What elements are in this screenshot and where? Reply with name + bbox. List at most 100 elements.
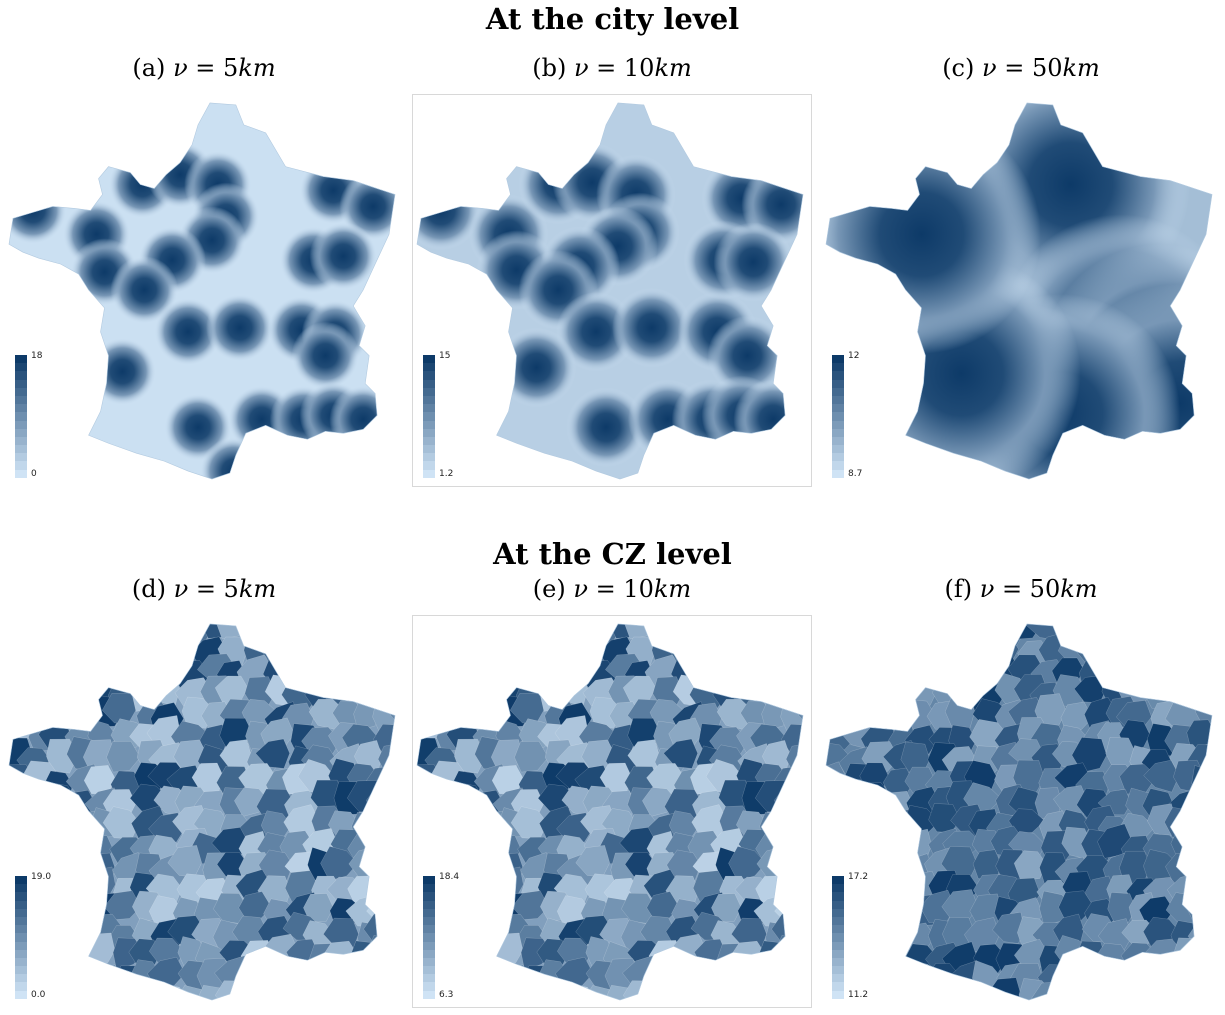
commuting-zone (711, 964, 743, 996)
commuting-zone (1012, 759, 1045, 794)
commuting-zone (796, 760, 804, 795)
commuting-zone (690, 623, 728, 646)
commuting-zone (1209, 762, 1213, 792)
commuting-zone (1210, 832, 1213, 863)
commuting-zone (1191, 765, 1213, 798)
panel-d: (d) ν = 5km 19.0 0.0 (0, 575, 408, 1015)
commuting-zone (324, 636, 359, 672)
commuting-zone (730, 987, 772, 1001)
commuting-zone (672, 982, 704, 1001)
color-legend: 15 1.2 (421, 351, 481, 479)
caption-nu: ν (573, 54, 589, 82)
caption-label: (a) (132, 54, 166, 82)
commuting-zone (886, 627, 916, 661)
commuting-zone (394, 895, 396, 931)
commuting-zone (392, 825, 396, 857)
legend-step (832, 371, 844, 380)
commuting-zone (666, 849, 701, 883)
commuting-zone (352, 652, 386, 685)
commuting-zone (1209, 718, 1213, 750)
commuting-zone (1105, 623, 1136, 646)
commuting-zone (450, 677, 484, 710)
commuting-zone (728, 846, 767, 881)
legend-step (832, 363, 844, 372)
panel-a: (a) ν = 5km 18 0 (0, 54, 408, 494)
legend-step (423, 957, 435, 967)
legend-step (423, 453, 435, 462)
commuting-zone (1013, 850, 1047, 882)
legend-step (15, 404, 27, 413)
commuting-zone (1146, 639, 1180, 670)
commuting-zone (390, 780, 396, 813)
commuting-zone (780, 724, 804, 754)
map-frame: 19.0 0.0 (4, 615, 404, 1008)
commuting-zone (277, 961, 315, 994)
commuting-zone (106, 741, 141, 773)
legend-step (15, 371, 27, 380)
commuting-zone (81, 658, 118, 690)
commuting-zone (969, 987, 1005, 1001)
commuting-zone (1183, 856, 1213, 890)
commuting-zone (708, 630, 749, 665)
commuting-zone (1210, 649, 1213, 683)
commuting-zone (803, 986, 811, 1007)
commuting-zone (432, 659, 468, 689)
commuting-zone (562, 649, 597, 685)
commuting-zone (925, 657, 957, 690)
commuting-zone (514, 741, 549, 773)
panel-f: (f) ν = 50km 17.2 11.2 (817, 575, 1225, 1015)
commuting-zone (756, 628, 790, 661)
commuting-zone (798, 936, 804, 968)
commuting-zone (240, 986, 269, 1001)
legend-color-bar (832, 876, 844, 1000)
commuting-zone (1166, 963, 1205, 997)
commuting-zone (882, 673, 916, 702)
commuting-zone (653, 963, 688, 994)
legend-step (423, 404, 435, 413)
legend-step (15, 941, 27, 950)
commuting-zone (303, 964, 335, 996)
commuting-zone (81, 623, 119, 640)
commuting-zone (685, 961, 723, 994)
caption-unit: km (653, 575, 692, 603)
legend-step (832, 355, 844, 364)
legend-step (15, 436, 27, 446)
commuting-zone (873, 700, 908, 733)
commuting-zone (489, 623, 527, 640)
commuting-zone (880, 653, 911, 681)
commuting-zone (845, 658, 874, 688)
france-map (8, 623, 403, 1001)
commuting-zone (732, 636, 767, 672)
commuting-zone (649, 623, 689, 644)
commuting-zone (396, 673, 403, 702)
legend-step (15, 355, 27, 364)
legend-step (423, 461, 435, 470)
commuting-zone (87, 964, 123, 999)
legend-step (423, 363, 435, 372)
caption-label: (b) (532, 54, 567, 82)
commuting-zone (416, 834, 445, 867)
caption-unit: km (238, 575, 277, 603)
commuting-zone (1206, 960, 1213, 994)
commuting-zone (388, 623, 396, 646)
commuting-zone (19, 698, 51, 729)
legend-step (832, 436, 844, 446)
legend-step (15, 412, 27, 421)
legend-step (832, 395, 844, 405)
commuting-zone (1185, 658, 1213, 690)
caption-unit: km (1062, 54, 1100, 82)
commuting-zone (798, 780, 804, 813)
legend-step (15, 892, 27, 901)
commuting-zone (1163, 630, 1199, 662)
legend-step (832, 892, 844, 901)
commuting-zone (851, 654, 890, 684)
commuting-zone (322, 987, 364, 1001)
commuting-zone (928, 633, 962, 663)
commuting-zone (800, 825, 804, 857)
legend-step (423, 941, 435, 950)
commuting-zone (1208, 810, 1213, 843)
legend-min: 0.0 (31, 990, 46, 1000)
caption-nu: ν (979, 575, 995, 603)
commuting-zone (261, 623, 294, 645)
legend-step (15, 916, 27, 926)
